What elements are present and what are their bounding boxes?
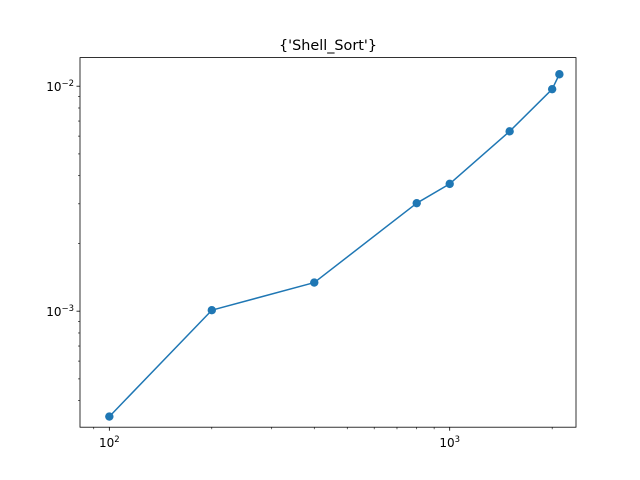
x-tick-label: 102: [99, 435, 120, 450]
x-tick-label-base: 10: [439, 436, 454, 450]
series-line: [108, 73, 561, 418]
y-tick-label: 10−3: [46, 304, 74, 319]
axes-frame: [79, 57, 577, 428]
series-layer: [105, 70, 564, 421]
chart-title: {'Shell_Sort'}: [279, 38, 377, 54]
y-tick-label-exponent: −3: [61, 304, 74, 314]
data-point: [445, 179, 454, 189]
data-point: [505, 127, 514, 136]
x-tick-label-exponent: 3: [455, 435, 460, 445]
data-point: [555, 70, 564, 79]
plot-area: [80, 57, 576, 428]
y-tick-label-base: 10: [46, 80, 61, 94]
x-tick-label-exponent: 2: [114, 435, 119, 445]
x-tick-label: 103: [439, 435, 460, 450]
data-point: [105, 412, 114, 421]
data-point: [207, 306, 216, 315]
y-tick-label-exponent: −2: [61, 79, 74, 89]
data-point: [310, 278, 319, 287]
data-point: [547, 84, 557, 94]
x-tick-label-base: 10: [99, 436, 114, 450]
y-tick-label-base: 10: [46, 305, 61, 319]
y-tick-label: 10−2: [46, 79, 74, 94]
data-point: [412, 198, 421, 208]
